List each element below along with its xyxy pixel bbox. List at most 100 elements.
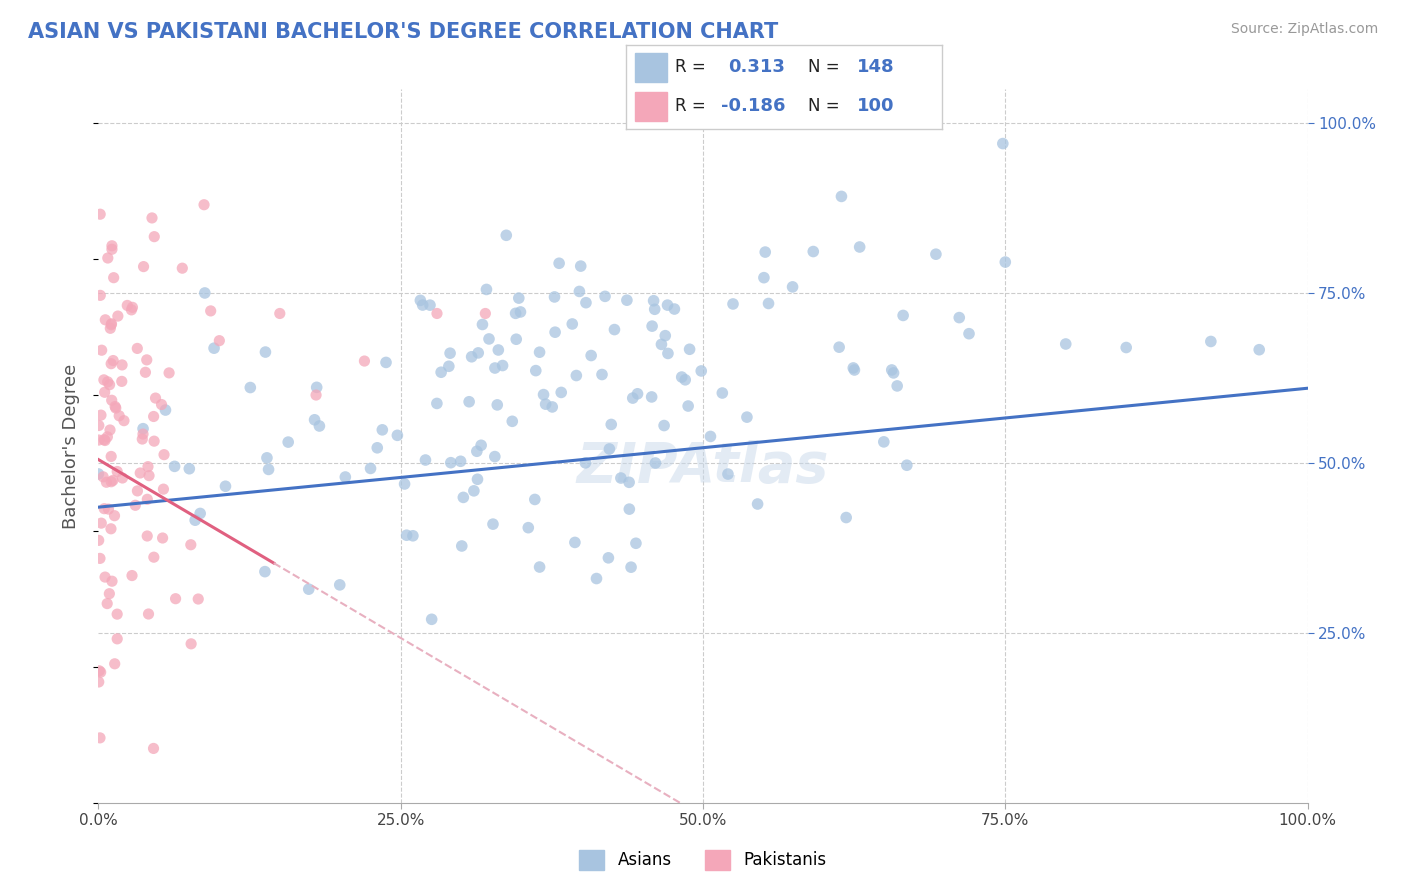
Asians xyxy=(409,293,432,308)
Asians xyxy=(523,492,546,507)
Asians xyxy=(184,513,207,527)
Asians xyxy=(505,332,527,346)
Asians xyxy=(529,345,551,359)
Asians xyxy=(202,341,225,355)
Asians xyxy=(395,528,418,542)
Y-axis label: Bachelor's Degree: Bachelor's Degree xyxy=(62,363,80,529)
Text: 0.313: 0.313 xyxy=(728,59,786,77)
Text: 148: 148 xyxy=(856,59,894,77)
Pakistanis xyxy=(90,665,112,680)
Asians xyxy=(717,467,740,481)
Asians xyxy=(925,247,948,261)
Asians xyxy=(419,298,441,312)
Asians xyxy=(699,429,721,443)
Pakistanis xyxy=(121,568,143,582)
Asians xyxy=(671,370,693,384)
Asians xyxy=(896,458,918,473)
Pakistanis xyxy=(474,306,496,320)
Asians xyxy=(257,462,280,476)
Asians xyxy=(375,355,398,369)
Pakistanis xyxy=(87,418,110,433)
Asians xyxy=(626,386,648,401)
Pakistanis xyxy=(269,306,291,320)
Pakistanis xyxy=(305,388,328,402)
Asians xyxy=(509,305,531,319)
Asians xyxy=(603,322,626,336)
Pakistanis xyxy=(142,409,165,424)
Pakistanis xyxy=(138,607,160,621)
Pakistanis xyxy=(120,302,142,317)
Pakistanis xyxy=(131,432,153,446)
Pakistanis xyxy=(143,434,166,449)
Pakistanis xyxy=(100,393,122,408)
Asians xyxy=(453,491,475,505)
Asians xyxy=(948,310,970,325)
Pakistanis xyxy=(121,301,143,315)
Asians xyxy=(844,363,866,377)
Asians xyxy=(1054,337,1077,351)
Pakistanis xyxy=(143,229,166,244)
Asians xyxy=(1199,334,1222,349)
Asians xyxy=(598,550,620,565)
Asians xyxy=(450,539,472,553)
Pakistanis xyxy=(104,657,127,671)
Text: N =: N = xyxy=(807,59,845,77)
Asians xyxy=(87,467,110,481)
Asians xyxy=(239,380,262,394)
Asians xyxy=(991,136,1014,151)
Pakistanis xyxy=(93,501,115,516)
Bar xyxy=(636,92,666,120)
Asians xyxy=(517,521,540,535)
Pakistanis xyxy=(134,365,156,379)
Asians xyxy=(394,477,416,491)
Pakistanis xyxy=(107,309,129,323)
Pakistanis xyxy=(96,597,118,611)
Pakistanis xyxy=(111,358,134,372)
Asians xyxy=(994,255,1017,269)
Asians xyxy=(253,565,276,579)
Pakistanis xyxy=(180,538,202,552)
Text: ASIAN VS PAKISTANI BACHELOR'S DEGREE CORRELATION CHART: ASIAN VS PAKISTANI BACHELOR'S DEGREE COR… xyxy=(28,22,779,42)
Bar xyxy=(636,54,666,82)
Pakistanis xyxy=(89,551,111,566)
Asians xyxy=(616,293,638,308)
Asians xyxy=(620,560,643,574)
Asians xyxy=(491,359,513,373)
Asians xyxy=(782,280,804,294)
Asians xyxy=(690,364,713,378)
Asians xyxy=(565,368,588,383)
Asians xyxy=(654,328,676,343)
Pakistanis xyxy=(96,475,118,490)
Pakistanis xyxy=(98,377,121,392)
Asians xyxy=(298,582,321,597)
Asians xyxy=(470,438,492,452)
Asians xyxy=(747,497,769,511)
Asians xyxy=(475,282,498,296)
Asians xyxy=(721,297,744,311)
Asians xyxy=(256,450,278,465)
Asians xyxy=(657,346,679,360)
Text: R =: R = xyxy=(675,97,710,115)
Pakistanis xyxy=(124,498,146,512)
Pakistanis xyxy=(105,607,128,621)
Text: 100: 100 xyxy=(856,97,894,115)
Asians xyxy=(543,290,565,304)
Asians xyxy=(758,296,780,310)
Pakistanis xyxy=(89,664,111,678)
Asians xyxy=(277,435,299,450)
Asians xyxy=(1115,341,1137,355)
Asians xyxy=(371,423,394,437)
Asians xyxy=(664,301,686,316)
Asians xyxy=(467,472,489,486)
Asians xyxy=(486,398,509,412)
Pakistanis xyxy=(142,550,165,565)
Asians xyxy=(568,285,591,299)
Pakistanis xyxy=(94,434,117,448)
Text: -0.186: -0.186 xyxy=(721,97,785,115)
Asians xyxy=(828,340,851,354)
Asians xyxy=(478,332,501,346)
Asians xyxy=(579,349,602,363)
Asians xyxy=(529,560,551,574)
Asians xyxy=(360,461,382,475)
Pakistanis xyxy=(103,270,125,285)
